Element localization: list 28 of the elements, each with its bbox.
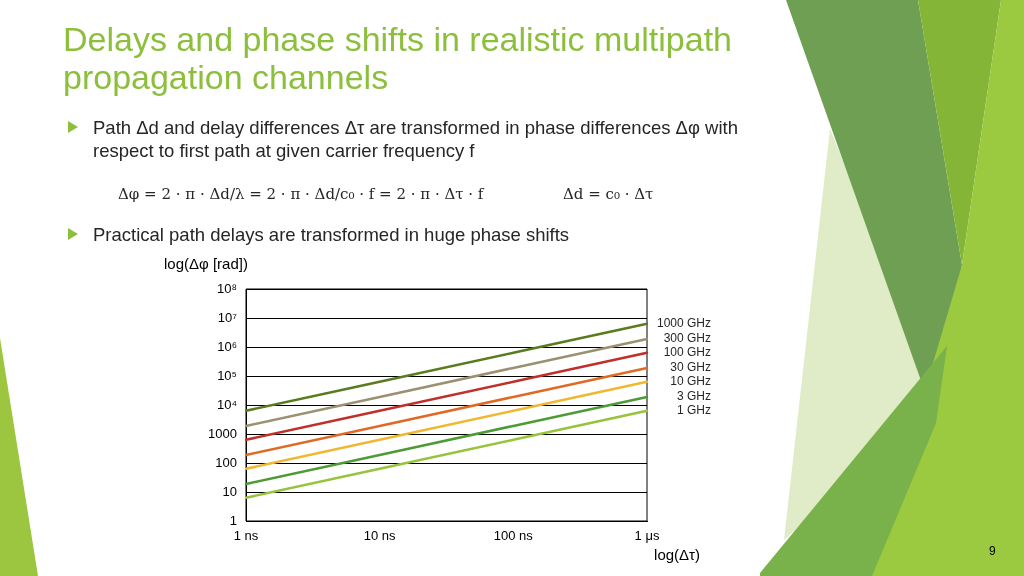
x-tick-label: 100 ns [493,528,534,544]
chart-title: Delays and phase shifts in realistic multipath propagation channels [63,20,733,96]
series-label: 300 GHz [663,331,711,346]
text: Path Δd and delay differences Δτ are transformed in phase differences Δφ with respect to first path at given carrier frequency f [93,116,739,162]
series-label: 1000 GHz [656,316,711,331]
y-tick-label: 10⁶ [217,338,237,354]
series-label: 100 GHz [663,345,711,360]
text: 9 [989,543,996,560]
y-tick-label: 10 [222,483,237,499]
y-tick-label: 10⁷ [217,309,238,325]
y-tick-label: 1 [229,512,237,528]
y-tick-label: 10⁵ [217,367,237,383]
text: Δφ = 2 · π · Δd/λ = 2 · π · Δd/c₀ · f = 2 · π · Δτ · f [118,184,484,204]
x-tick-label: 1 μs [634,528,660,544]
y-tick-label: 10⁸ [217,280,237,296]
y-tick-label: 10⁴ [216,396,237,412]
text: Δd = c₀ · Δτ [563,184,654,204]
series-label: 30 GHz [670,360,711,375]
text: Practical path delays are transformed in huge phase shifts [93,223,571,246]
y-tick-label: 1000 [208,425,237,441]
x-tick-label: 10 ns [363,528,397,544]
series-label: 10 GHz [670,374,711,389]
text: 3 GHz [676,389,711,404]
x-tick-label: 1 ns [233,528,259,544]
y-tick-label: 100 [215,454,237,470]
text: 1 GHz [676,403,711,418]
x-axis-title: log(Δτ) [654,546,700,564]
y-axis-title: log(Δφ [rad]) [164,255,248,273]
